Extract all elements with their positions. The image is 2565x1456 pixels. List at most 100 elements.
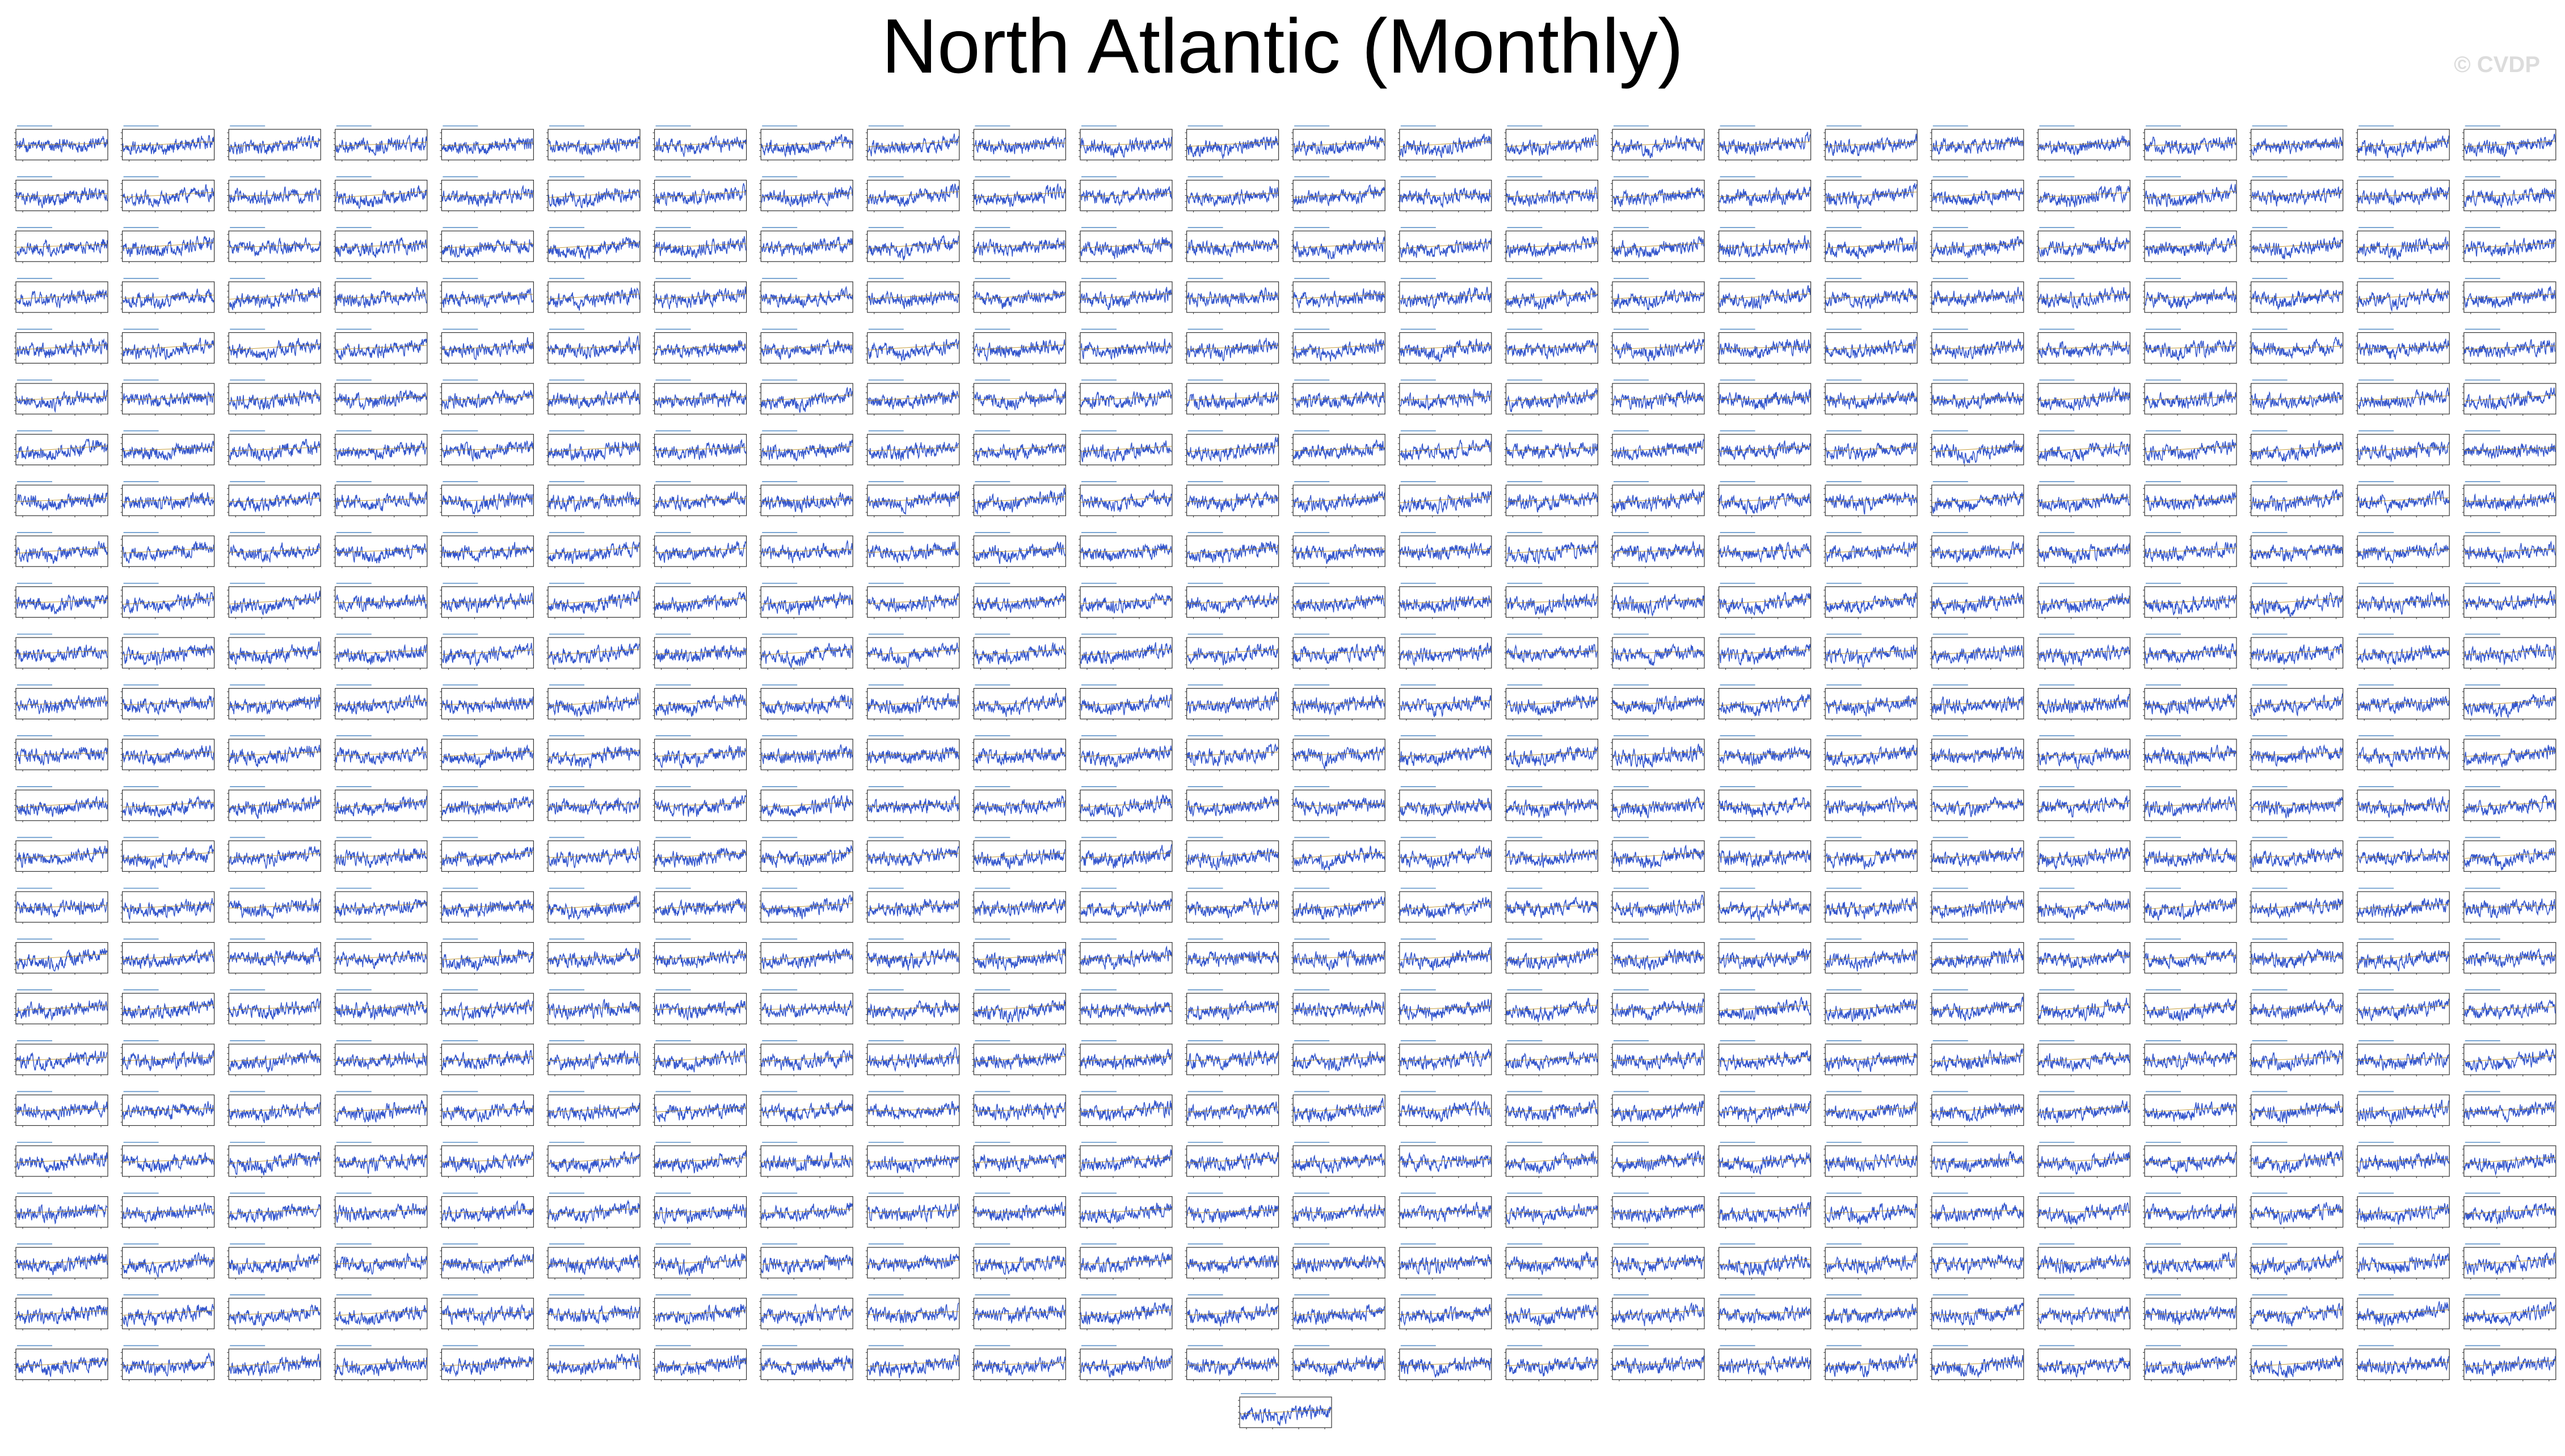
trend-line: [123, 497, 214, 503]
panel: [759, 176, 853, 213]
series-line: [761, 795, 853, 818]
trend-line: [1187, 244, 1278, 248]
panel-frame: [654, 180, 747, 212]
series-line: [548, 693, 640, 717]
trend-line: [2038, 852, 2130, 859]
panel: [2356, 227, 2450, 264]
panel: [227, 277, 321, 314]
trend-line: [2358, 244, 2449, 248]
series-line: [974, 289, 1065, 309]
panel: [2143, 277, 2237, 314]
series-line: [2251, 592, 2343, 617]
panel: [2143, 481, 2237, 518]
series-line: [1080, 642, 1172, 664]
panel-frame: [2037, 383, 2130, 415]
trend-line: [1719, 803, 1810, 807]
trend-line: [655, 344, 746, 351]
trend-line: [442, 294, 533, 299]
trend-line: [1826, 650, 1917, 655]
trend-line: [1294, 752, 1385, 757]
series-line: [1932, 592, 2024, 615]
series-line: [2357, 542, 2449, 564]
panel: [972, 328, 1067, 365]
panel: [1930, 531, 2024, 568]
trend-line: [1932, 242, 2023, 249]
panel-frame: [2037, 840, 2130, 872]
series-line: [122, 492, 214, 510]
trend-line: [1187, 700, 1278, 706]
trend-line: [442, 600, 533, 603]
panel: [1291, 481, 1385, 518]
trend-line: [1506, 700, 1598, 706]
series-line: [441, 697, 534, 715]
trend-line: [1080, 345, 1172, 349]
panel: [546, 176, 641, 213]
trend-line: [761, 394, 853, 402]
panel-frame: [122, 687, 215, 720]
trend-line: [1187, 649, 1278, 656]
panel: [865, 481, 960, 518]
panel: [120, 684, 215, 721]
trend-line: [123, 852, 214, 859]
panel: [972, 786, 1067, 822]
panel-frame: [654, 484, 747, 516]
trend-line: [1294, 598, 1385, 605]
trend-line: [442, 649, 533, 655]
series-line: [1612, 796, 1704, 818]
series-line: [1186, 337, 1279, 362]
trend-line: [548, 498, 640, 502]
panel-frame: [1292, 230, 1385, 262]
series-line: [441, 184, 534, 207]
series-line: [2251, 544, 2343, 562]
trend-line: [2251, 699, 2343, 706]
series-line: [1293, 491, 1385, 513]
trend-line: [1080, 548, 1172, 553]
panel: [2249, 634, 2344, 670]
panel: [865, 837, 960, 873]
series-line: [1080, 286, 1172, 310]
series-line: [335, 338, 427, 360]
series-line: [548, 541, 640, 564]
trend-line: [761, 598, 853, 605]
panel: [2143, 227, 2237, 264]
series-line: [441, 796, 534, 816]
series-line: [2357, 237, 2449, 261]
trend-line: [1612, 446, 1704, 451]
series-line: [1825, 441, 1917, 462]
trend-line: [2251, 294, 2343, 299]
series-line: [1400, 187, 1492, 208]
panel: [1717, 125, 1812, 162]
panel: [1185, 684, 1279, 721]
trend-line: [123, 192, 214, 198]
trend-line: [867, 598, 959, 604]
trend-line: [2464, 294, 2555, 299]
panel: [865, 735, 960, 772]
panel: [1717, 735, 1812, 772]
series-line: [761, 643, 853, 668]
panel: [1717, 430, 1812, 467]
panel-frame: [122, 535, 215, 567]
trend-line: [1400, 193, 1491, 197]
series-line: [2357, 592, 2449, 615]
panel-frame: [867, 180, 960, 212]
series-line: [1932, 188, 2024, 206]
series-line: [1506, 694, 1598, 716]
trend-line: [1506, 803, 1598, 807]
panel: [1611, 634, 1705, 670]
series-line: [1932, 746, 2024, 763]
series-line: [1293, 288, 1385, 309]
series-line: [441, 239, 534, 259]
panel-frame: [2144, 586, 2237, 618]
panel-frame: [122, 281, 215, 313]
series-line: [229, 744, 321, 767]
panel: [1504, 227, 1598, 264]
panel: [972, 634, 1067, 670]
series-line: [1186, 541, 1279, 563]
series-line: [761, 285, 853, 309]
trend-line: [867, 293, 959, 299]
series-line: [1080, 844, 1172, 869]
series-line: [974, 339, 1066, 362]
series-line: [867, 235, 959, 261]
trend-line: [2145, 345, 2237, 349]
trend-line: [1506, 394, 1598, 402]
